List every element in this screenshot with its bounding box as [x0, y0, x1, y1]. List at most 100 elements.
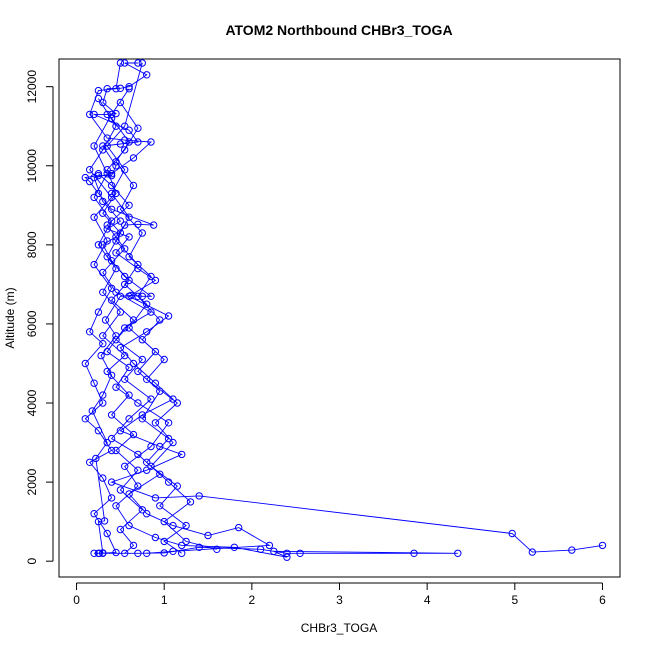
plot-frame — [58, 58, 621, 578]
data-point — [97, 351, 105, 360]
y-tick-label: 12000 — [25, 70, 39, 104]
data-point — [143, 300, 151, 308]
data-point — [160, 537, 168, 546]
data-point — [116, 59, 125, 67]
data-point — [112, 237, 120, 245]
data-point — [125, 85, 133, 93]
data-point — [107, 171, 116, 180]
data-point — [94, 549, 103, 557]
data-point — [121, 549, 129, 557]
data-point — [508, 529, 516, 538]
data-point — [116, 525, 125, 534]
data-point — [99, 146, 107, 154]
data-point — [134, 124, 142, 132]
data-point — [121, 280, 129, 289]
data-point — [204, 531, 212, 540]
data-point — [186, 498, 195, 506]
data-point — [138, 229, 147, 237]
data-point — [103, 110, 111, 119]
data-point — [147, 395, 155, 403]
x-axis: 0 1 2 3 4 5 6 — [73, 582, 606, 607]
data-point — [134, 450, 142, 459]
data-point — [151, 276, 160, 285]
data-point — [112, 336, 120, 344]
data-point — [86, 328, 94, 336]
data-point — [112, 446, 120, 455]
data-point — [116, 486, 125, 494]
data-point — [112, 85, 120, 93]
data-point — [121, 166, 129, 174]
data-point — [125, 363, 133, 372]
data-point — [182, 537, 190, 546]
data-point — [156, 316, 164, 324]
data-point — [125, 213, 133, 221]
data-point — [103, 253, 111, 261]
data-point — [410, 549, 418, 557]
data-point — [86, 458, 94, 466]
data-point — [107, 446, 116, 455]
data-point — [164, 434, 173, 443]
data-point — [134, 292, 142, 300]
data-point — [125, 201, 133, 210]
data-point — [107, 296, 116, 304]
data-point — [112, 502, 120, 510]
data-point — [90, 142, 98, 150]
data-point — [86, 177, 94, 186]
series-line — [93, 88, 143, 554]
x-tick-label: 0 — [73, 593, 80, 607]
data-point — [129, 316, 138, 324]
data-point — [116, 217, 125, 225]
series-layer — [81, 59, 607, 561]
data-point — [156, 442, 164, 451]
data-point — [134, 399, 142, 407]
data-point — [235, 523, 243, 532]
data-point — [103, 347, 111, 356]
data-point — [103, 237, 111, 245]
data-point — [103, 438, 111, 447]
y-axis: 0 2000 4000 6000 8000 10000 12000 — [25, 70, 54, 565]
data-point — [134, 138, 142, 146]
data-point — [125, 391, 133, 399]
data-point — [125, 83, 133, 91]
data-point — [103, 170, 111, 178]
data-point — [103, 85, 111, 93]
data-point — [94, 86, 103, 95]
data-point — [156, 470, 164, 478]
data-point — [134, 466, 142, 474]
data-point — [213, 545, 221, 553]
data-point — [129, 359, 138, 368]
data-point — [90, 193, 98, 202]
data-point — [94, 241, 103, 249]
data-point — [143, 549, 151, 557]
y-axis-label: Altitude (m) — [3, 287, 17, 348]
data-point — [112, 189, 120, 198]
data-point — [81, 173, 90, 182]
data-point — [143, 71, 151, 79]
data-point — [112, 109, 120, 118]
series-line — [106, 62, 217, 550]
data-point — [121, 462, 129, 470]
data-point — [169, 547, 177, 555]
data-point — [178, 549, 186, 557]
data-point — [99, 332, 107, 340]
data-point — [107, 434, 116, 443]
data-point — [90, 379, 98, 387]
data-point — [125, 253, 133, 261]
data-point — [90, 173, 98, 182]
data-point — [121, 122, 129, 130]
data-point — [147, 462, 155, 470]
data-point — [112, 383, 120, 391]
data-point — [116, 427, 125, 435]
data-point — [147, 272, 155, 281]
data-point — [454, 549, 462, 557]
data-point — [90, 260, 98, 269]
data-point — [143, 466, 151, 474]
data-point — [178, 450, 186, 459]
data-point — [151, 419, 160, 427]
data-point — [138, 336, 147, 344]
data-point — [169, 438, 177, 447]
data-point — [129, 154, 138, 162]
data-series — [81, 94, 120, 557]
